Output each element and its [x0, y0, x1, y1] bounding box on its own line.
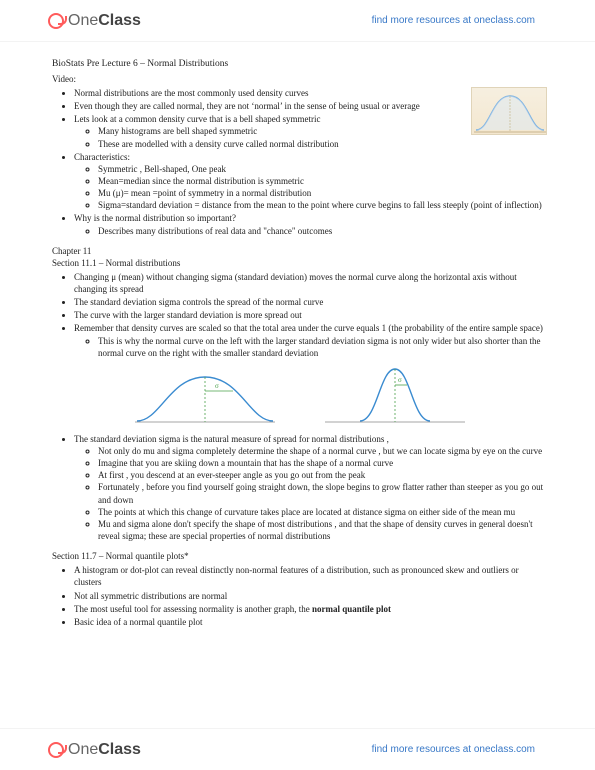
bullet: The most useful tool for assessing norma… [74, 603, 547, 615]
doc-title: BioStats Pre Lecture 6 – Normal Distribu… [52, 58, 547, 71]
sub-bullet: At first , you descend at an ever-steepe… [98, 469, 547, 481]
wide-curve: σ [135, 365, 275, 425]
bullet: Remember that density curves are scaled … [74, 322, 547, 358]
bullet: A histogram or dot-plot can reveal disti… [74, 564, 547, 588]
bullet: The standard deviation sigma is the natu… [74, 433, 547, 542]
bullet: Basic idea of a normal quantile plot [74, 616, 547, 628]
bullet: The standard deviation sigma controls th… [74, 296, 547, 308]
logo-icon [48, 13, 64, 29]
brand-text: OneClass [68, 741, 141, 759]
chapter-heading: Chapter 11 [52, 245, 547, 257]
document-body: BioStats Pre Lecture 6 – Normal Distribu… [52, 58, 547, 629]
brand-text: OneClass [68, 12, 141, 30]
header-link[interactable]: find more resources at oneclass.com [372, 15, 535, 26]
brand-logo: OneClass [48, 741, 141, 759]
sub-bullet: Sigma=standard deviation = distance from… [98, 199, 547, 211]
sigma-label: σ [398, 376, 402, 384]
sub-bullet: Not only do mu and sigma completely dete… [98, 445, 547, 457]
sub-bullet: Fortunately , before you find yourself g… [98, 481, 547, 505]
inline-curve-figure [471, 87, 547, 135]
bullet: Changing μ (mean) without changing sigma… [74, 271, 547, 295]
brand-logo: OneClass [48, 12, 141, 30]
sub-bullet: Mean=median since the normal distributio… [98, 175, 547, 187]
footer-link[interactable]: find more resources at oneclass.com [372, 744, 535, 755]
bullet: Why is the normal distribution so import… [74, 212, 547, 236]
narrow-curve: σ [325, 365, 465, 425]
sub-bullet: Imagine that you are skiing down a mount… [98, 457, 547, 469]
sub-bullet: Symmetric , Bell-shaped, One peak [98, 163, 547, 175]
sub-bullet: These are modelled with a density curve … [98, 138, 547, 150]
section-heading: Section 11.1 – Normal distributions [52, 257, 547, 269]
bold-term: normal quantile plot [312, 604, 391, 614]
two-curves-figure: σ σ [52, 365, 547, 425]
video-heading: Video: [52, 73, 547, 85]
section-heading: Section 11.7 – Normal quantile plots* [52, 550, 547, 562]
sub-bullet: The points at which this change of curva… [98, 506, 547, 518]
sub-bullet: This is why the normal curve on the left… [98, 335, 547, 359]
sigma-label: σ [215, 382, 219, 390]
sub-bullet: Describes many distributions of real dat… [98, 225, 547, 237]
bullet: Not all symmetric distributions are norm… [74, 590, 547, 602]
logo-icon [48, 742, 64, 758]
bullet: The curve with the larger standard devia… [74, 309, 547, 321]
sub-bullet: Mu and sigma alone don't specify the sha… [98, 518, 547, 542]
bullet: Characteristics: Symmetric , Bell-shaped… [74, 151, 547, 212]
sub-bullet: Mu (μ)= mean =point of symmetry in a nor… [98, 187, 547, 199]
